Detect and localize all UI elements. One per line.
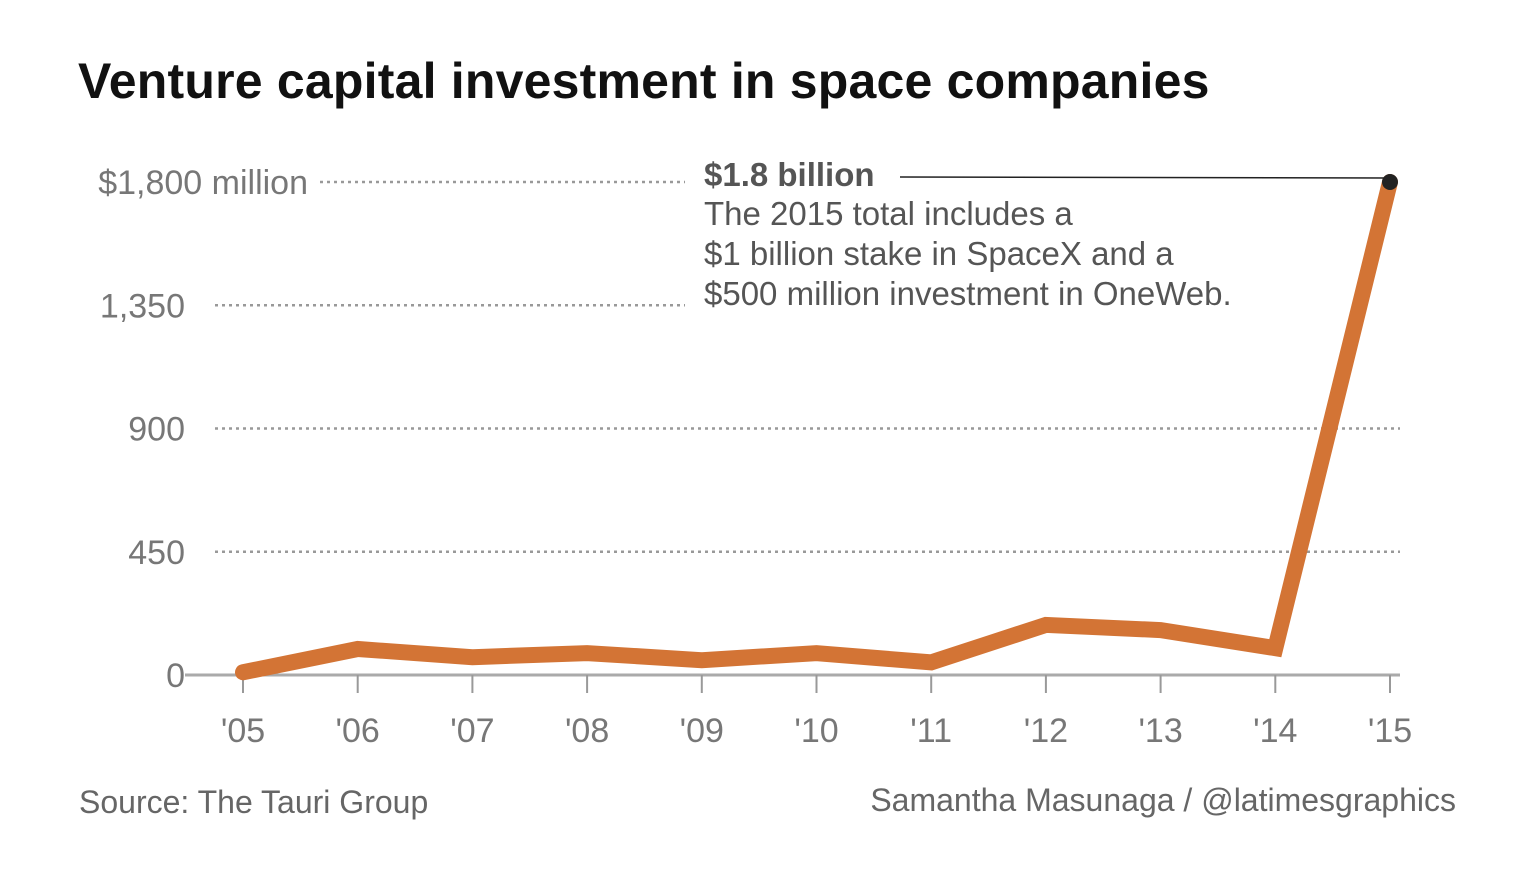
- annotation-line-3: $500 million investment in OneWeb.: [704, 275, 1232, 312]
- chart-title: Venture capital investment in space comp…: [78, 53, 1210, 109]
- y-tick-label: 450: [128, 534, 185, 572]
- x-tick-label: '07: [450, 712, 494, 750]
- y-tick-label: $1,800 million: [98, 164, 308, 202]
- source-note: Source: The Tauri Group: [79, 784, 429, 820]
- x-tick-label: '12: [1024, 712, 1068, 750]
- x-tick-label: '06: [336, 712, 380, 750]
- x-tick-label: '10: [794, 712, 838, 750]
- series-line: [235, 174, 1398, 681]
- y-tick-label: 0: [166, 657, 185, 695]
- annotation-leader-line: [899, 176, 1391, 179]
- annotation-line-2: $1 billion stake in SpaceX and a: [704, 235, 1174, 272]
- x-tick-label: '15: [1368, 712, 1412, 750]
- credit-line: Samantha Masunaga / @latimesgraphics: [870, 782, 1456, 818]
- annotation-line-1: The 2015 total includes a: [704, 195, 1073, 232]
- x-tick-label: '11: [910, 712, 952, 750]
- x-tick-label: '09: [680, 712, 724, 750]
- y-tick-label: 1,350: [100, 287, 185, 325]
- annotation-headline: $1.8 billion: [704, 156, 875, 193]
- data-point: [1382, 174, 1398, 190]
- x-tick-label: '08: [565, 712, 609, 750]
- x-tick-label: '05: [221, 712, 265, 750]
- x-tick-label: '14: [1253, 712, 1297, 750]
- x-tick-label: '13: [1138, 712, 1182, 750]
- y-tick-label: 900: [128, 411, 185, 449]
